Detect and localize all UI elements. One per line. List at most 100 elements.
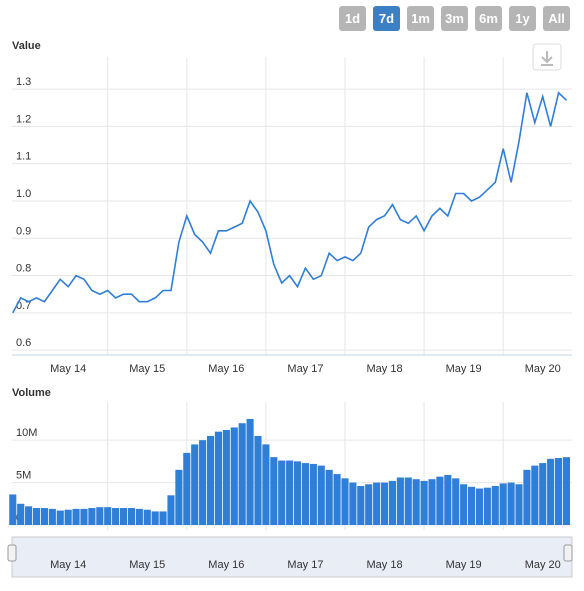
volume-bar: [436, 476, 444, 525]
y-tick-label: 1.0: [16, 188, 31, 200]
range-button-label[interactable]: 3m: [445, 11, 464, 26]
range-button[interactable]: [339, 6, 366, 31]
volume-bar: [143, 509, 151, 525]
navigator-tick-label: May 17: [287, 559, 323, 571]
volume-bar: [388, 480, 397, 525]
volume-bar: [135, 508, 143, 525]
volume-bar: [88, 508, 96, 525]
volume-bar: [199, 440, 207, 525]
volume-bar: [309, 463, 317, 525]
volume-bar: [104, 507, 112, 525]
range-button[interactable]: [373, 6, 400, 31]
volume-bar: [40, 508, 48, 525]
volume-bar: [499, 483, 507, 525]
navigator-tick-label: May 14: [50, 559, 86, 571]
y-tick-label: 0.7: [16, 300, 31, 312]
volume-bar: [159, 511, 167, 525]
volume-bar: [491, 485, 499, 525]
panel-title: Value: [12, 40, 41, 52]
y-tick-label: 10M: [16, 427, 37, 439]
volume-bar: [562, 457, 571, 525]
volume-bar: [222, 429, 230, 525]
range-button[interactable]: [543, 6, 570, 31]
volume-bar: [507, 482, 515, 525]
volume-bar: [230, 427, 238, 525]
volume-bar: [191, 444, 199, 525]
volume-bar: [64, 509, 72, 525]
volume-bar: [483, 487, 491, 525]
volume-bar: [175, 469, 183, 525]
range-button-label[interactable]: 1d: [345, 11, 360, 26]
y-tick-label: 0.8: [16, 263, 31, 275]
volume-bar: [9, 494, 17, 525]
volume-bar: [523, 469, 531, 525]
navigator-handle[interactable]: [7, 544, 17, 562]
volume-bar: [467, 486, 476, 525]
volume-bar: [357, 485, 365, 525]
volume-bar: [286, 460, 294, 525]
volume-bar: [373, 482, 381, 525]
volume-bar: [56, 510, 64, 525]
volume-bar: [396, 477, 404, 525]
volume-bar: [554, 457, 563, 525]
y-tick-label: 1.3: [16, 76, 31, 88]
range-button[interactable]: [475, 6, 502, 31]
volume-bar: [238, 423, 246, 525]
x-tick-label: May 18: [367, 363, 403, 375]
volume-bar: [25, 506, 33, 525]
y-tick-label: 0.6: [16, 337, 31, 349]
volume-bar: [167, 495, 175, 525]
navigator-tick-label: May 18: [367, 559, 403, 571]
volume-bar: [380, 482, 389, 525]
y-tick-label: 5M: [16, 470, 31, 482]
x-tick-label: May 16: [208, 363, 244, 375]
x-tick-label: May 19: [446, 363, 482, 375]
range-button-label[interactable]: 1m: [411, 11, 430, 26]
range-button[interactable]: [441, 6, 468, 31]
volume-bar: [531, 465, 539, 525]
volume-bar: [349, 482, 357, 525]
volume-bar: [412, 479, 420, 525]
volume-bar: [293, 461, 302, 525]
range-button[interactable]: [407, 6, 434, 31]
x-tick-label: May 17: [287, 363, 323, 375]
export-icon: [541, 51, 553, 66]
volume-bar: [119, 508, 128, 525]
volume-bar: [404, 477, 412, 525]
navigator-tick-label: May 15: [129, 559, 165, 571]
volume-bar: [428, 479, 436, 525]
navigator-handle[interactable]: [563, 544, 573, 562]
volume-bar: [17, 503, 25, 525]
volume-bar: [80, 508, 88, 525]
range-button-label[interactable]: 7d: [379, 11, 394, 26]
x-tick-label: May 14: [50, 363, 86, 375]
x-tick-label: May 20: [525, 363, 561, 375]
volume-bar: [112, 508, 120, 525]
range-button-label[interactable]: 1y: [515, 11, 530, 26]
navigator-tick-label: May 19: [446, 559, 482, 571]
volume-bar: [515, 484, 523, 525]
volume-bar: [278, 460, 286, 525]
range-button[interactable]: [509, 6, 536, 31]
volume-bar: [72, 508, 80, 525]
volume-bar: [365, 484, 373, 525]
navigator-tick-label: May 16: [208, 559, 244, 571]
y-tick-label: 0.9: [16, 225, 31, 237]
volume-bar: [460, 484, 468, 525]
volume-bar: [32, 508, 41, 525]
x-tick-label: May 15: [129, 363, 165, 375]
y-tick-label: 1.1: [16, 151, 31, 163]
range-button-label[interactable]: 6m: [479, 11, 498, 26]
volume-bar: [96, 507, 104, 525]
y-tick-label: 1.2: [16, 113, 31, 125]
volume-bar: [206, 435, 215, 525]
navigator-mask: [11, 536, 573, 578]
volume-bar: [333, 474, 341, 525]
volume-bar: [547, 458, 555, 525]
volume-bar: [452, 478, 460, 525]
price-line: [12, 91, 568, 314]
volume-bar: [539, 463, 547, 525]
range-button-label[interactable]: All: [548, 11, 565, 26]
volume-bar: [127, 508, 135, 525]
volume-bar: [254, 435, 262, 525]
